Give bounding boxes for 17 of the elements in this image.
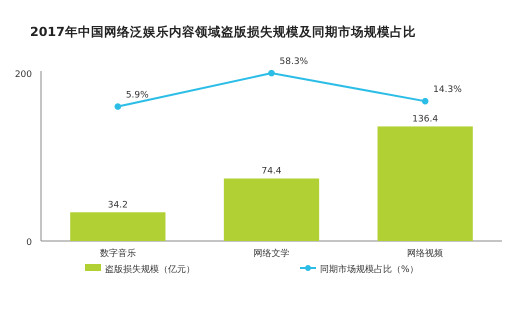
- y-tick-label: 200: [14, 70, 32, 80]
- y-tick-label: 0: [26, 238, 32, 248]
- data-label: 14.3%: [433, 85, 462, 96]
- data-label: 136.4: [412, 114, 438, 124]
- x-tick-label: 网络文学: [254, 248, 290, 259]
- bar: [378, 126, 473, 241]
- data-label: 58.3%: [280, 57, 309, 68]
- data-label: 5.9%: [126, 90, 150, 101]
- legend-label: 同期市场规模占比（%）: [320, 264, 419, 275]
- data-label: 74.4: [261, 166, 282, 177]
- bar: [224, 178, 320, 241]
- x-tick-label: 数字音乐: [100, 248, 136, 259]
- data-label: 34.2: [108, 200, 128, 210]
- chart-title: 2017年中国网络泛娱乐内容领域盗版损失规模及同期市场规模占比: [30, 24, 416, 39]
- x-tick-label: 网络视频: [407, 248, 444, 259]
- bar: [70, 212, 166, 241]
- legend-label: 盗版损失规模（亿元）: [105, 264, 195, 275]
